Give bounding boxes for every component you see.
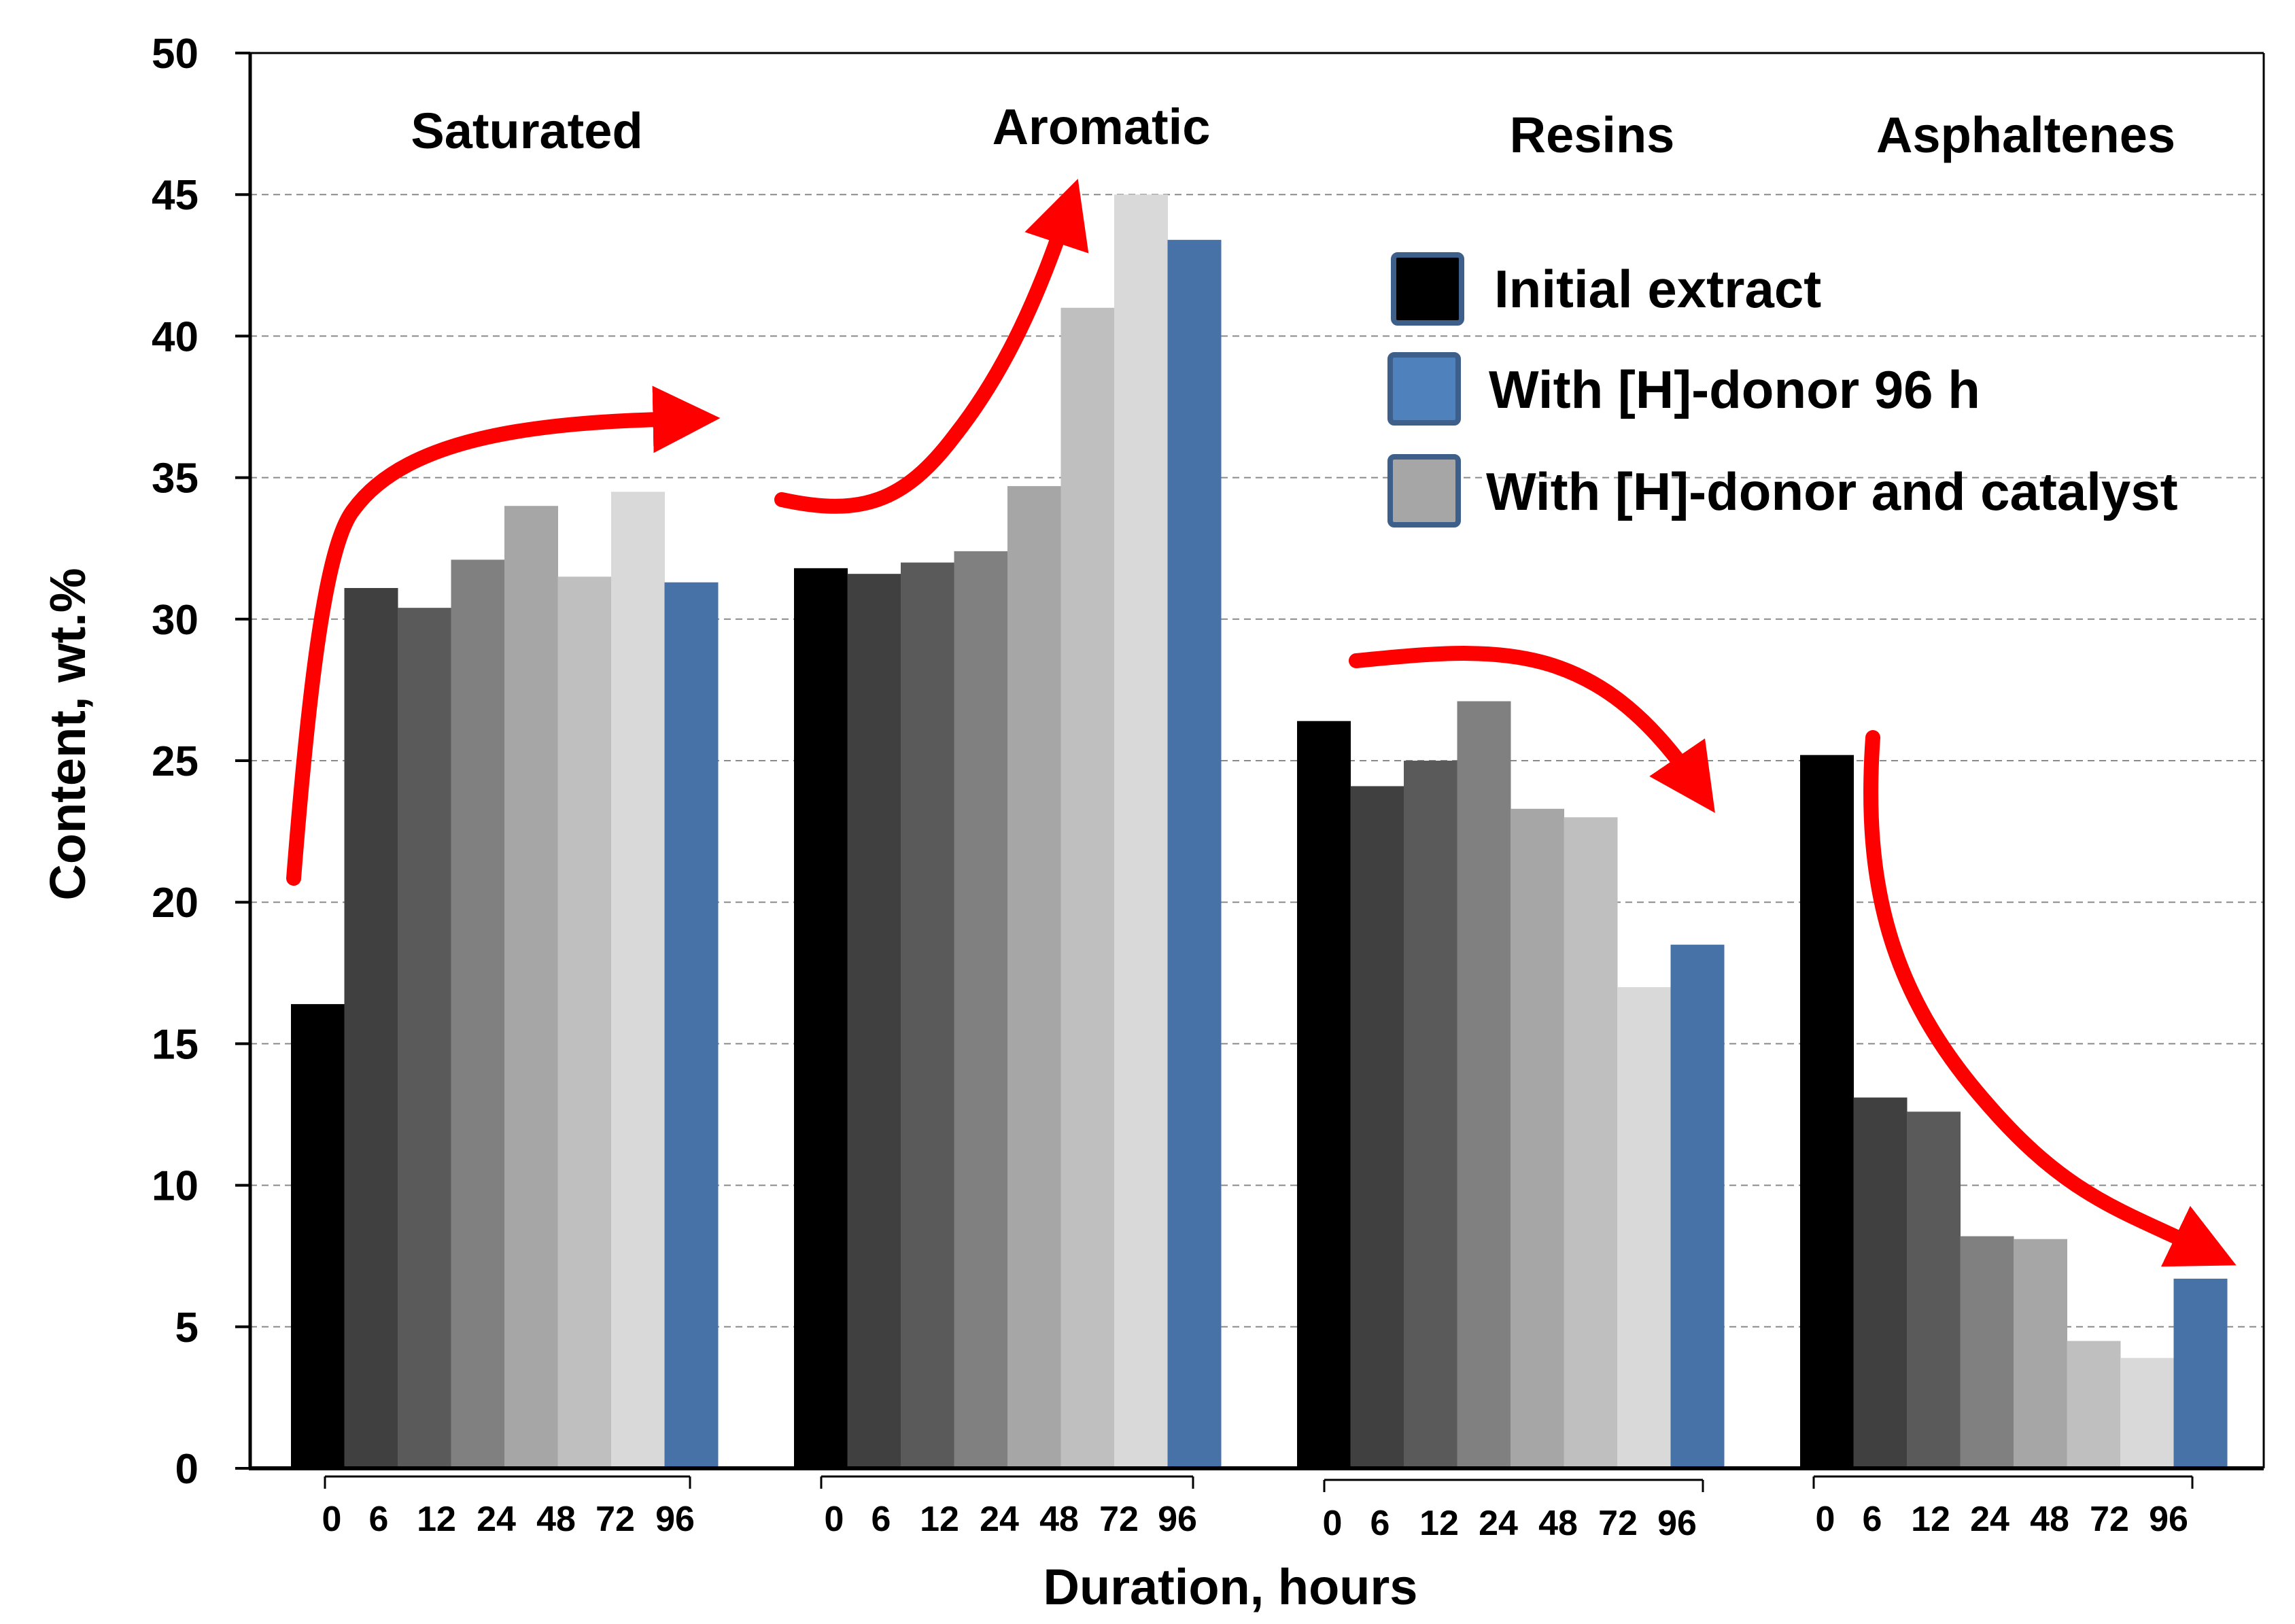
group-label-asphaltenes: Asphaltenes: [1876, 107, 2175, 163]
bar: [954, 551, 1008, 1468]
trend-arrow: [774, 179, 1089, 514]
legend-label: With [H]-donor 96 h: [1489, 360, 1980, 419]
group-label-resins: Resins: [1510, 107, 1675, 163]
trend-arrows: [286, 179, 2237, 1267]
hour-label: 24: [980, 1500, 1019, 1539]
y-tick-label: 40: [152, 313, 199, 360]
bar: [1564, 817, 1618, 1468]
hour-label: 0: [1323, 1504, 1343, 1543]
bar: [1007, 486, 1061, 1468]
hour-label: 24: [477, 1500, 516, 1539]
axes-layer: [235, 52, 2265, 1492]
legend-swatch: [1391, 252, 1464, 326]
legend-label: With [H]-donor and catalyst: [1486, 462, 2178, 521]
hour-label: 24: [1970, 1500, 2009, 1539]
trend-arrow: [1349, 646, 1715, 813]
bar: [794, 568, 848, 1468]
hour-label: 12: [1911, 1500, 1950, 1539]
hour-label: 72: [1598, 1504, 1638, 1543]
bar: [1297, 721, 1351, 1468]
hour-label: 96: [1657, 1504, 1697, 1543]
hour-label: 48: [2030, 1500, 2069, 1539]
bar: [1907, 1111, 1961, 1468]
bar: [847, 574, 901, 1468]
bar: [1670, 944, 1725, 1468]
bar: [1167, 239, 1222, 1469]
bar: [451, 559, 505, 1469]
bar: [2014, 1239, 2067, 1468]
bar: [1617, 987, 1671, 1468]
bar: [291, 1004, 345, 1468]
hour-label: 6: [872, 1500, 891, 1539]
hour-label: 72: [2090, 1500, 2129, 1539]
bar: [1800, 755, 1854, 1468]
y-axis-title: Content, wt.%: [39, 568, 96, 900]
legend-swatch: [1387, 454, 1461, 528]
hour-label: 48: [536, 1500, 576, 1539]
bars-layer: [291, 194, 2228, 1469]
bar: [664, 582, 719, 1469]
x-axis-title: Duration, hours: [1043, 1559, 1418, 1615]
y-tick-label: 30: [152, 597, 199, 644]
bar: [2067, 1341, 2121, 1468]
y-tick-label: 20: [152, 880, 199, 927]
legend: Initial extract With [H]-donor 96 h With […: [1387, 252, 2178, 528]
hour-label: 0: [825, 1500, 844, 1539]
bar: [557, 576, 612, 1468]
labels-layer: 0 5 10 15 20 25 30 35 40 45 50 Content, wt.% Duratio…: [39, 31, 2188, 1615]
hour-label: 72: [1099, 1500, 1139, 1539]
hour-label: 48: [1039, 1500, 1079, 1539]
group-label-saturated: Saturated: [411, 103, 642, 159]
bar: [398, 608, 451, 1468]
bar: [1404, 761, 1457, 1468]
bar: [344, 587, 398, 1468]
y-tick-label: 0: [175, 1446, 199, 1493]
y-tick-label: 50: [152, 31, 199, 77]
hour-label: 96: [2149, 1500, 2188, 1539]
y-tick-label: 45: [152, 172, 199, 219]
y-tick-label: 15: [152, 1021, 199, 1068]
bar: [504, 506, 558, 1468]
hour-label: 24: [1479, 1504, 1518, 1543]
hour-label: 12: [417, 1500, 456, 1539]
bar: [901, 562, 954, 1468]
y-tick-label: 5: [175, 1305, 199, 1351]
hour-label: 72: [596, 1500, 635, 1539]
bar: [1511, 808, 1564, 1468]
hour-label: 6: [369, 1500, 389, 1539]
bar: [2173, 1279, 2228, 1468]
y-tick-label: 10: [152, 1163, 199, 1210]
legend-label: Initial extract: [1494, 259, 1821, 319]
hour-label: 12: [920, 1500, 959, 1539]
bar: [1457, 701, 1511, 1468]
bar: [1114, 194, 1168, 1469]
hour-label: 96: [1158, 1500, 1197, 1539]
hour-label: 96: [655, 1500, 695, 1539]
bar: [1853, 1097, 1908, 1468]
hour-label: 12: [1419, 1504, 1459, 1543]
bar: [611, 491, 665, 1469]
hour-label: 6: [1863, 1500, 1882, 1539]
bar: [2120, 1358, 2174, 1468]
hour-label: 6: [1370, 1504, 1390, 1543]
trend-arrow: [1863, 730, 2237, 1267]
group-label-aromatic: Aromatic: [993, 99, 1211, 155]
bar: [1960, 1236, 2014, 1468]
bar: [1350, 786, 1404, 1468]
y-tick-label: 25: [152, 738, 199, 785]
bar: [1060, 307, 1115, 1468]
hour-label: 48: [1538, 1504, 1578, 1543]
trend-arrow: [286, 385, 721, 886]
hour-label: 0: [1816, 1500, 1835, 1539]
y-tick-label: 35: [152, 455, 199, 502]
hour-label: 0: [322, 1500, 342, 1539]
legend-swatch: [1387, 352, 1461, 426]
